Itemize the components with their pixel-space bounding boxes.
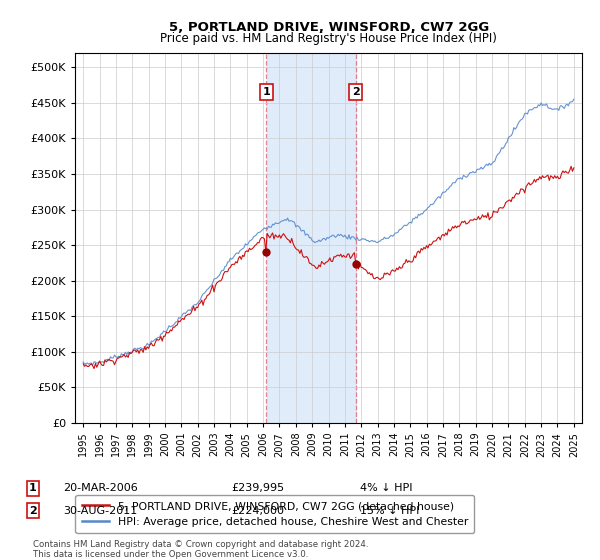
Text: 5, PORTLAND DRIVE, WINSFORD, CW7 2GG: 5, PORTLAND DRIVE, WINSFORD, CW7 2GG xyxy=(169,21,489,34)
Text: 4% ↓ HPI: 4% ↓ HPI xyxy=(360,483,413,493)
Text: 1: 1 xyxy=(262,87,270,97)
Legend: 5, PORTLAND DRIVE, WINSFORD, CW7 2GG (detached house), HPI: Average price, detac: 5, PORTLAND DRIVE, WINSFORD, CW7 2GG (de… xyxy=(76,494,475,533)
Text: 20-MAR-2006: 20-MAR-2006 xyxy=(63,483,138,493)
Text: £239,995: £239,995 xyxy=(231,483,284,493)
Text: 1: 1 xyxy=(29,483,37,493)
Text: 15% ↓ HPI: 15% ↓ HPI xyxy=(360,506,419,516)
Text: Contains HM Land Registry data © Crown copyright and database right 2024.
This d: Contains HM Land Registry data © Crown c… xyxy=(33,540,368,559)
Text: 2: 2 xyxy=(352,87,359,97)
Text: £224,000: £224,000 xyxy=(231,506,284,516)
Text: Price paid vs. HM Land Registry's House Price Index (HPI): Price paid vs. HM Land Registry's House … xyxy=(160,32,497,45)
Text: 2: 2 xyxy=(29,506,37,516)
Text: 30-AUG-2011: 30-AUG-2011 xyxy=(63,506,137,516)
